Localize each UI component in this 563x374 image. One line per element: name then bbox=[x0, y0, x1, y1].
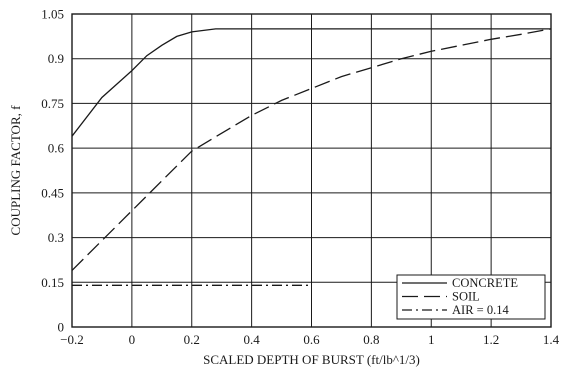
x-tick-labels: −0.2 0 0.2 0.4 0.6 0.8 1 1.2 1.4 bbox=[60, 332, 559, 347]
y-tick-label: 0.9 bbox=[48, 51, 64, 66]
y-tick-label: 0.3 bbox=[48, 230, 64, 245]
x-tick-label: 0.6 bbox=[303, 332, 320, 347]
x-tick-label: 0.2 bbox=[184, 332, 200, 347]
y-tick-labels: 0 0.15 0.3 0.45 0.6 0.75 0.9 1.05 bbox=[41, 7, 64, 335]
x-tick-label: 0 bbox=[129, 332, 136, 347]
legend-box bbox=[396, 274, 546, 320]
x-tick-label: 1 bbox=[428, 332, 435, 347]
x-tick-label: 1.4 bbox=[543, 332, 560, 347]
x-tick-label: 0.8 bbox=[363, 332, 379, 347]
series-line-1 bbox=[71, 28, 552, 271]
series-line-0 bbox=[71, 28, 551, 137]
y-tick-label: 0 bbox=[58, 320, 65, 335]
y-tick-label: 1.05 bbox=[41, 7, 64, 22]
x-axis-label: SCALED DEPTH OF BURST (ft/lb^1/3) bbox=[203, 352, 420, 367]
x-tick-label: 1.2 bbox=[483, 332, 499, 347]
y-tick-label: 0.75 bbox=[41, 96, 64, 111]
legend-label: CONCRETE bbox=[452, 276, 518, 290]
legend-label: SOIL bbox=[452, 290, 480, 304]
x-tick-label: 0.4 bbox=[244, 332, 261, 347]
series-lines bbox=[71, 28, 552, 286]
x-tick-label: −0.2 bbox=[60, 332, 84, 347]
y-tick-label: 0.45 bbox=[41, 185, 64, 200]
legend-label: AIR = 0.14 bbox=[452, 303, 509, 317]
y-tick-label: 0.15 bbox=[41, 275, 64, 290]
y-tick-label: 0.6 bbox=[48, 141, 65, 156]
y-axis-label: COUPLING FACTOR, f bbox=[8, 105, 23, 236]
plot-frame bbox=[71, 13, 552, 328]
